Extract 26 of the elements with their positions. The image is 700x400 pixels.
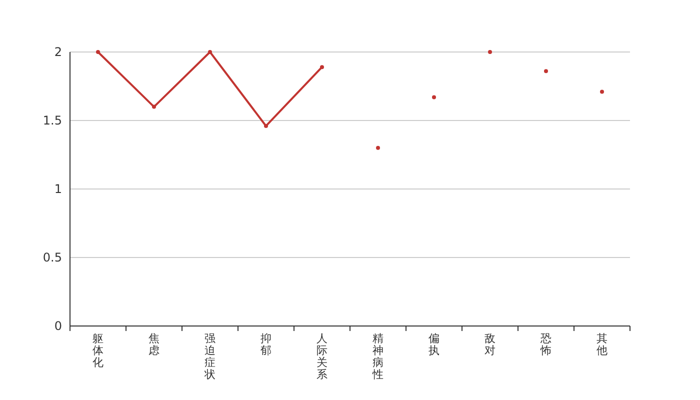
x-tick-label: 偏执 (428, 332, 440, 357)
x-tick-label: 其他 (596, 332, 608, 357)
point (152, 104, 156, 109)
x-tick-label: 敌对 (484, 332, 496, 357)
x-tick-label: 恐怖 (540, 332, 552, 357)
point (600, 90, 604, 94)
point (544, 69, 548, 74)
point (376, 146, 380, 150)
x-tick-label: 躯体化 (92, 332, 104, 369)
point (208, 50, 212, 54)
x-tick-label: 焦虑 (148, 332, 160, 357)
y-tick-label: 2 (54, 45, 62, 60)
x-tick-label: 人际关系 (316, 332, 328, 381)
point (96, 50, 100, 54)
point (488, 50, 492, 54)
point (432, 95, 436, 100)
y-tick-label: 1 (54, 182, 62, 196)
y-tick-label: 0.5 (42, 250, 62, 265)
point (320, 65, 324, 70)
x-tick-label: 强迫症状 (204, 332, 216, 381)
y-tick-label: 0 (54, 319, 62, 334)
point (264, 124, 268, 128)
y-tick-label: 1.5 (42, 114, 62, 128)
x-tick-label: 抑郁 (260, 332, 272, 357)
x-tick-label: 精神病性 (372, 332, 384, 381)
line-series (96, 50, 324, 128)
